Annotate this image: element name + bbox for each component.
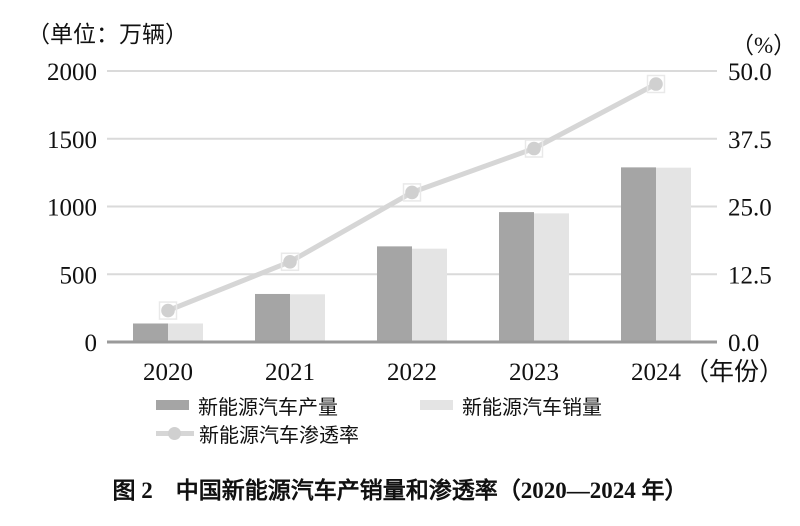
- svg-text:25.0: 25.0: [728, 195, 772, 222]
- penetration-line-marker-icon: [156, 426, 194, 440]
- svg-text:2022: 2022: [387, 359, 437, 386]
- svg-text:500: 500: [60, 262, 98, 289]
- legend-row-2: 新能源汽车渗透率: [156, 422, 602, 447]
- sales-swatch-icon: [420, 400, 453, 410]
- legend-label-production: 新能源汽车产量: [198, 396, 338, 419]
- svg-text:2021: 2021: [265, 359, 315, 386]
- legend-row-1: 新能源汽车产量 新能源汽车销量: [156, 394, 602, 419]
- left-axis-unit-label: （单位：万辆）: [27, 22, 188, 47]
- svg-text:2020: 2020: [143, 359, 193, 386]
- legend-item-production: 新能源汽车产量: [156, 391, 338, 420]
- svg-text:12.5: 12.5: [728, 262, 772, 289]
- svg-text:2023: 2023: [509, 359, 559, 386]
- legend-item-sales: 新能源汽车销量: [420, 391, 602, 420]
- svg-text:0: 0: [85, 330, 98, 357]
- legend-label-penetration: 新能源汽车渗透率: [199, 424, 359, 447]
- svg-text:1000: 1000: [47, 195, 97, 222]
- chart-legend: 新能源汽车产量 新能源汽车销量 新能源汽车渗透率: [156, 394, 602, 450]
- svg-text:2000: 2000: [47, 59, 97, 86]
- right-axis-unit-label: （%）: [731, 33, 797, 58]
- legend-item-penetration: 新能源汽车渗透率: [156, 419, 359, 448]
- svg-text:0.0: 0.0: [728, 330, 759, 357]
- svg-text:（年份）: （年份）: [684, 358, 784, 386]
- legend-label-sales: 新能源汽车销量: [462, 396, 602, 419]
- svg-text:1500: 1500: [47, 127, 97, 154]
- production-swatch-icon: [156, 400, 189, 410]
- chart-canvas: 2000 50.0 1500 37.5 1000 25.0 500 12.5 0 0.0 2020 2…: [47, 59, 784, 386]
- svg-text:2024: 2024: [631, 359, 682, 386]
- penetration-dot-icon: [168, 426, 181, 440]
- svg-text:37.5: 37.5: [728, 127, 772, 154]
- svg-text:50.0: 50.0: [728, 59, 772, 86]
- figure-caption: 图 2 中国新能源汽车产销量和渗透率（2020—2024 年）: [112, 478, 688, 503]
